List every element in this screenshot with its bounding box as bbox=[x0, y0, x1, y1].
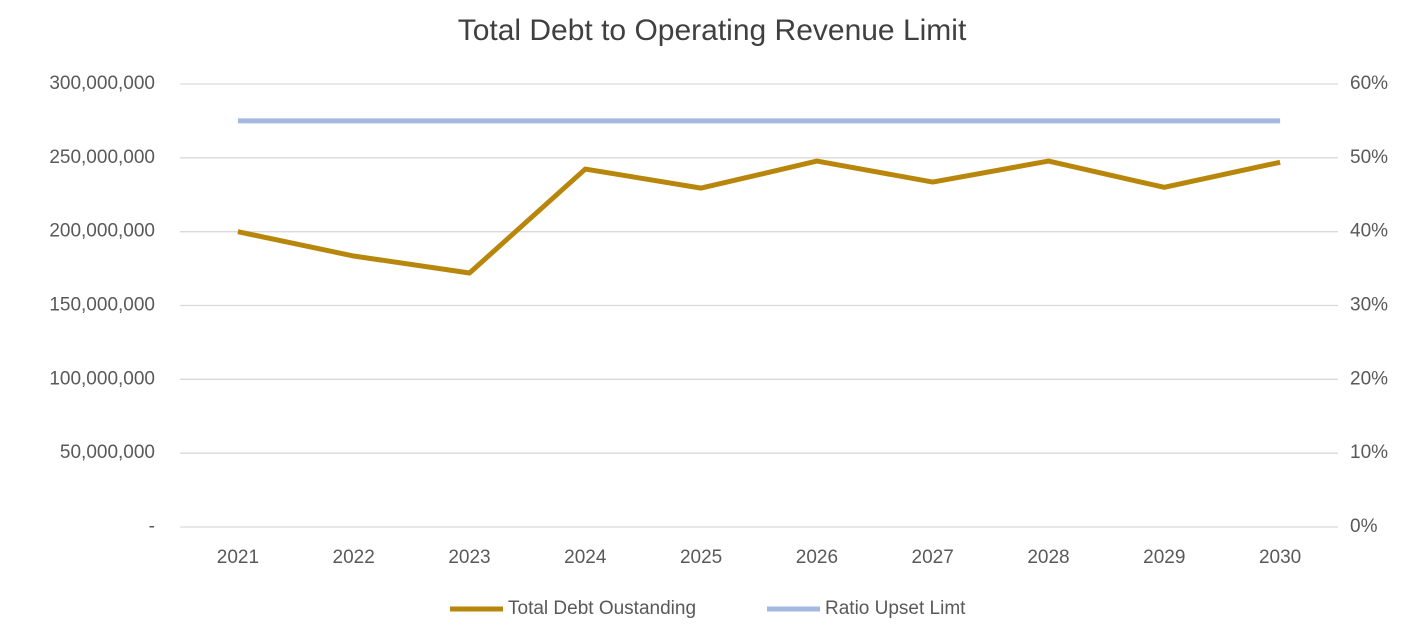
y2-tick-label: 50% bbox=[1350, 147, 1388, 168]
y-tick-label: 100,000,000 bbox=[49, 368, 155, 389]
x-tick-label: 2028 bbox=[1027, 547, 1069, 568]
y2-tick-label: 0% bbox=[1350, 516, 1378, 537]
x-tick-label: 2030 bbox=[1259, 547, 1301, 568]
y2-tick-label: 60% bbox=[1350, 73, 1388, 94]
x-tick-label: 2029 bbox=[1143, 547, 1185, 568]
y-tick-label: - bbox=[149, 516, 155, 537]
legend-label: Total Debt Oustanding bbox=[508, 598, 696, 619]
y-tick-label: 50,000,000 bbox=[60, 442, 155, 463]
y-tick-label: 300,000,000 bbox=[49, 73, 155, 94]
y-tick-label: 250,000,000 bbox=[49, 147, 155, 168]
y2-tick-label: 30% bbox=[1350, 295, 1388, 316]
y-tick-label: 200,000,000 bbox=[49, 221, 155, 242]
series-line bbox=[237, 158, 1281, 276]
chart-title: Total Debt to Operating Revenue Limit bbox=[458, 14, 967, 47]
x-tick-label: 2025 bbox=[680, 547, 722, 568]
x-tick-label: 2024 bbox=[564, 547, 607, 568]
y2-tick-label: 20% bbox=[1350, 368, 1388, 389]
x-tick-label: 2021 bbox=[217, 547, 259, 568]
x-tick-label: 2022 bbox=[333, 547, 375, 568]
legend-label: Ratio Upset Limt bbox=[825, 598, 966, 619]
x-tick-label: 2023 bbox=[448, 547, 490, 568]
y2-tick-label: 10% bbox=[1350, 442, 1388, 463]
y2-tick-label: 40% bbox=[1350, 221, 1388, 242]
x-tick-label: 2027 bbox=[912, 547, 954, 568]
x-tick-label: 2026 bbox=[796, 547, 838, 568]
y-tick-label: 150,000,000 bbox=[49, 295, 155, 316]
